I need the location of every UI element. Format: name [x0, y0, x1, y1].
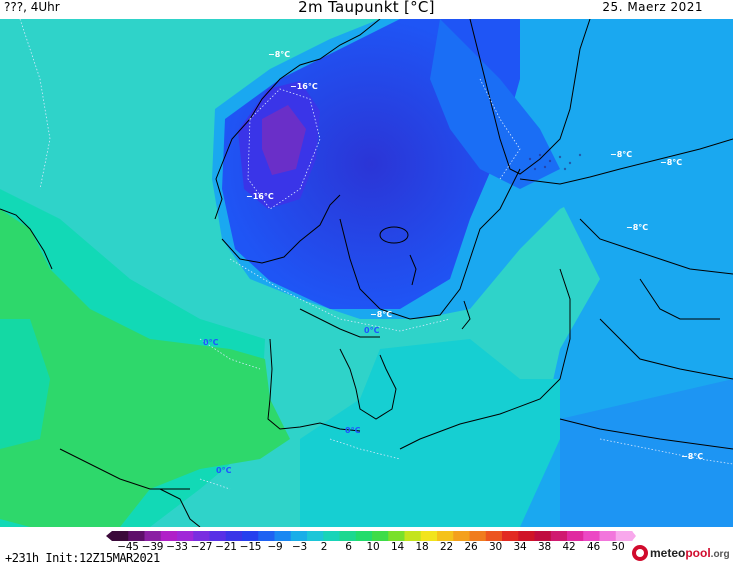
colorbar-tick-label: −15: [239, 541, 262, 553]
colorbar-cell: [534, 531, 552, 541]
isotherm-label: 0°C: [216, 466, 232, 475]
colorbar-tick-label: −33: [166, 541, 188, 553]
colorbar-tick-label: 22: [440, 541, 453, 553]
colorbar-tick-label: −45: [117, 541, 139, 553]
colorbar-tick-label: 46: [587, 541, 600, 553]
colorbar-cell: [437, 531, 454, 541]
isotherm-label: −8°C: [610, 150, 632, 159]
colorbar-cell: [453, 531, 470, 541]
isotherm-lines: [19, 19, 733, 490]
colorbar: [106, 531, 636, 541]
map-canvas: −8°C −16°C −16°C −8°C −8°C −8°C −8°C −8°C 0°C 0°C…: [0, 19, 733, 527]
isotherm-label: 0°C: [203, 338, 219, 347]
logo-text: meteopool.org: [650, 546, 730, 560]
meteopool-logo-icon: [632, 545, 648, 561]
colorbar-cell: [339, 531, 357, 541]
colorbar-cell: [242, 531, 259, 541]
colorbar-tick-label: 34: [513, 541, 527, 553]
bothnia-cold-zone: [430, 19, 560, 189]
logo-text-domain: .org: [710, 549, 730, 560]
norway-extreme-cold-zone: [262, 105, 306, 175]
colorbar-cell: [177, 531, 194, 541]
coastlines: [0, 19, 733, 527]
colorbar-labels: −45 −39 −33 −27 −21 −15 −9 −3 2 6 10 14 18 22 26 30 34 38…: [106, 541, 636, 555]
isotherm-label: −16°C: [290, 82, 318, 91]
isotherm-label: 0°C: [364, 326, 380, 335]
map-title: 2m Taupunkt [°C]: [298, 0, 435, 16]
colorbar-tick-label: −21: [215, 541, 237, 553]
colorbar-cell: [583, 531, 600, 541]
colorbar-cell: [502, 531, 519, 541]
header: ???, 4Uhr 2m Taupunkt [°C] 25. Maerz 202…: [0, 0, 733, 20]
colorbar-cell: [307, 531, 324, 541]
colorbar-cell: [128, 531, 145, 541]
colorbar-arrow-left: [106, 531, 112, 541]
colorbar-tick-label: −39: [141, 541, 164, 553]
colorbar-tick-label: 50: [611, 541, 625, 553]
colorbar-arrow-right: [632, 531, 636, 541]
isotherm-label: −8°C: [626, 223, 648, 232]
colorbar-cell: [323, 531, 340, 541]
colorbar-cell: [615, 531, 633, 541]
colorbar-cell: [209, 531, 227, 541]
dewpoint-map[interactable]: −8°C −16°C −16°C −8°C −8°C −8°C −8°C −8°C 0°C 0°C…: [0, 19, 733, 527]
southeast-cold-field: [560, 379, 733, 527]
isotherm-label-group: −8°C −16°C −16°C −8°C −8°C −8°C −8°C −8°C 0°C 0°C…: [203, 50, 703, 475]
colorbar-tick-label: 30: [489, 541, 502, 553]
logo-text-pool: pool: [685, 546, 711, 560]
colorbar-tick-label: −9: [267, 541, 283, 553]
colorbar-cell: [290, 531, 308, 541]
colorbar-cell: [144, 531, 162, 541]
isotherm-label: −16°C: [246, 192, 274, 201]
irish-sea-zone: [0, 319, 50, 449]
colorbar-cell: [160, 531, 178, 541]
colorbar-cell: [258, 531, 275, 541]
colorbar-cell: [274, 531, 292, 541]
colorbar-tick-label: 26: [464, 541, 478, 553]
colorbar-cell: [567, 531, 584, 541]
isotherm-label: −8°C: [681, 452, 703, 461]
footer: −45 −39 −33 −27 −21 −15 −9 −3 2 6 10 14 18 22 26 30 34 38…: [0, 527, 733, 566]
run-info: +231h Init:12Z15MAR2021: [5, 551, 160, 565]
colorbar-tick-label: 18: [415, 541, 429, 553]
colorbar-cell: [469, 531, 487, 541]
colorbar-cell: [420, 531, 438, 541]
colorbar-cell: [225, 531, 243, 541]
colorbar-cell: [112, 531, 129, 541]
colorbar-tick-label: 2: [320, 541, 328, 553]
isotherm-label: −8°C: [660, 158, 682, 167]
colorbar-cell: [485, 531, 503, 541]
colorbar-tick-label: 6: [345, 541, 352, 553]
colorbar-cell: [404, 531, 422, 541]
colorbar-tick-label: 42: [562, 541, 576, 553]
colorbar-cell: [193, 531, 210, 541]
colorbar-cell: [355, 531, 373, 541]
logo-text-meteo: meteo: [650, 546, 686, 560]
colorbar-cell: [388, 531, 405, 541]
location-label: ???, 4Uhr: [4, 0, 60, 14]
colorbar-cell: [599, 531, 617, 541]
isotherm-label: 0°C: [345, 426, 361, 435]
colorbar-tick-label: −27: [190, 541, 213, 553]
central-europe-zone: [300, 339, 560, 527]
colorbar-tick-label: −3: [291, 541, 308, 553]
finland-speckle: [528, 153, 582, 171]
colorbar-tick-label: 14: [391, 541, 404, 553]
isotherm-label: −8°C: [268, 50, 290, 59]
colorbar-cell: [518, 531, 535, 541]
colorbar-tick-label: 10: [366, 541, 380, 553]
colorbar-cell: [372, 531, 389, 541]
uk-warm-zone: [0, 209, 290, 527]
colorbar-tick-label: 38: [538, 541, 551, 553]
colorbar-cell: [550, 531, 568, 541]
forecast-date: 25. Maerz 2021: [602, 0, 703, 14]
isotherm-label: −8°C: [370, 310, 392, 319]
